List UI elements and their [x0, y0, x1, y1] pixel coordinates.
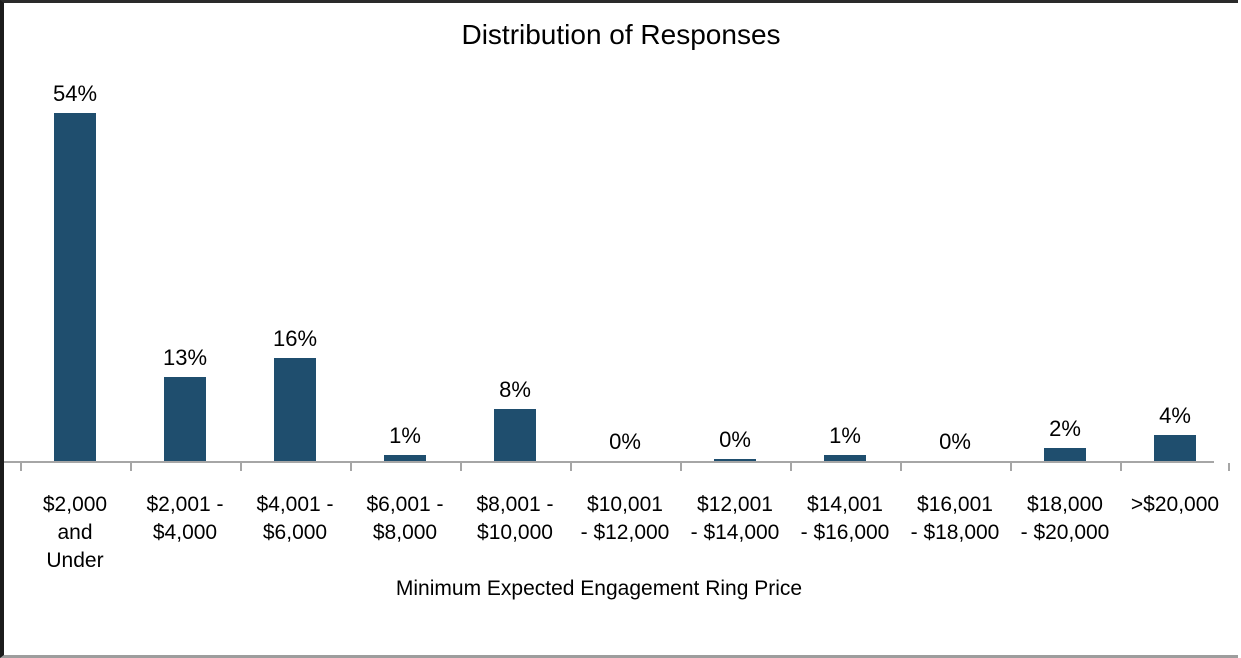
category-label: $10,001 - $12,000 — [570, 491, 680, 575]
bar-value-label: 2% — [1049, 416, 1081, 441]
category-label-line: - $18,000 — [910, 521, 1000, 544]
category-label: $16,001 - $18,000 — [900, 491, 1010, 575]
category-label: $2,001 - $4,000 — [130, 491, 240, 575]
bar-column: 1% — [790, 3, 900, 461]
category-label-line: $10,000 — [477, 521, 553, 544]
category-labels-row: $2,000 and Under $2,001 - $4,000 $4,001 - $6… — [20, 491, 1230, 575]
category-label-line: $10,001 — [587, 493, 663, 516]
bar-value-label: 0% — [719, 427, 751, 452]
x-axis-tick — [1010, 463, 1012, 471]
category-label-line: - $12,000 — [580, 521, 670, 544]
category-label-line: $2,000 — [42, 493, 108, 516]
category-label: $6,001 - $8,000 — [350, 491, 460, 575]
bar-value-label: 0% — [939, 429, 971, 454]
bar-value-label: 8% — [499, 377, 531, 402]
category-label: $14,001 - $16,000 — [790, 491, 900, 575]
category-label-line: - $14,000 — [690, 521, 780, 544]
bar-value-label: 4% — [1159, 403, 1191, 428]
x-axis-tick — [350, 463, 352, 471]
bar — [1154, 435, 1196, 461]
x-axis-tick — [570, 463, 572, 471]
bar — [164, 377, 206, 461]
bar — [714, 459, 756, 461]
bar-column: 54% — [20, 3, 130, 461]
bar-column: 0% — [570, 3, 680, 461]
x-axis-tick — [900, 463, 902, 471]
category-label-line: >$20,000 — [1130, 493, 1220, 516]
category-label: $4,001 - $6,000 — [240, 491, 350, 575]
category-label-line: Under — [46, 549, 104, 572]
category-label: $8,001 - $10,000 — [460, 491, 570, 575]
category-label-line: $4,000 — [152, 521, 218, 544]
bar-value-label: 16% — [272, 326, 318, 351]
bar — [1044, 448, 1086, 461]
category-label-line: $6,001 - — [366, 493, 444, 516]
bar — [494, 409, 536, 461]
bar-column: 1% — [350, 3, 460, 461]
bar — [384, 455, 426, 461]
category-label-line: $2,001 - — [146, 493, 224, 516]
chart-title: Distribution of Responses — [461, 19, 781, 50]
bar-columns-container: 54% 13% 16% 1% 8% 0% 0% 1% 0% 2% 4% — [20, 3, 1230, 461]
category-label-line: $4,001 - — [256, 493, 334, 516]
bar-column: 8% — [460, 3, 570, 461]
x-axis-tick — [460, 463, 462, 471]
bar-value-label: 1% — [389, 423, 421, 448]
category-label: $12,001 - $14,000 — [680, 491, 790, 575]
category-label-line: $8,001 - — [476, 493, 554, 516]
x-axis-tick — [20, 463, 22, 471]
x-axis-tick — [1120, 463, 1122, 471]
bar — [54, 113, 96, 461]
x-axis-tick — [240, 463, 242, 471]
bar-value-label: 1% — [829, 423, 861, 448]
category-label-line: $18,000 — [1027, 493, 1103, 516]
category-label-line: $14,001 — [807, 493, 883, 516]
bar-column: 0% — [900, 3, 1010, 461]
x-axis-tick — [680, 463, 682, 471]
x-axis-title: Minimum Expected Engagement Ring Price — [395, 577, 803, 600]
x-axis-tick — [790, 463, 792, 471]
category-label-line: $6,000 — [262, 521, 328, 544]
bar-value-label: 54% — [52, 81, 98, 106]
x-axis-tick — [130, 463, 132, 471]
x-axis-line — [4, 461, 1214, 463]
category-label-line: - $16,000 — [800, 521, 890, 544]
bar-column: 2% — [1010, 3, 1120, 461]
bar — [274, 358, 316, 461]
bar-value-label: 13% — [162, 345, 208, 370]
category-label-line: and — [57, 521, 93, 544]
category-label-line: $16,001 — [917, 493, 993, 516]
bar — [824, 455, 866, 461]
bar-column: 16% — [240, 3, 350, 461]
bar-column: 0% — [680, 3, 790, 461]
bar-column: 4% — [1120, 3, 1230, 461]
category-label: $2,000 and Under — [20, 491, 130, 575]
category-label-line: $12,001 — [697, 493, 773, 516]
plot-area: 54% 13% 16% 1% 8% 0% 0% 1% 0% 2% 4% — [20, 3, 1230, 461]
x-axis-tick — [1228, 463, 1230, 471]
category-label: $18,000 - $20,000 — [1010, 491, 1120, 575]
category-label-line: - $20,000 — [1020, 521, 1110, 544]
category-label: >$20,000 — [1120, 491, 1230, 575]
category-label-line: $8,000 — [372, 521, 438, 544]
bar-value-label: 0% — [609, 429, 641, 454]
bar-column: 13% — [130, 3, 240, 461]
